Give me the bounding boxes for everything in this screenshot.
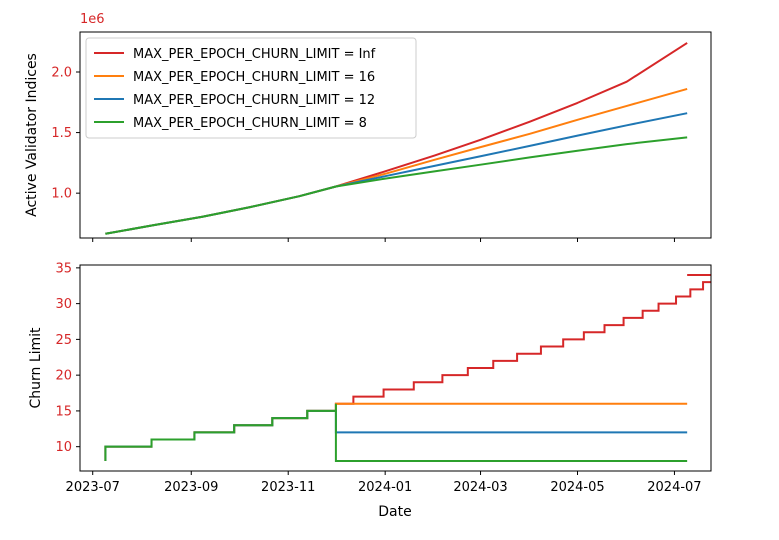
- validators-chart: 1.0 1.5 2.0 1e6 Active Validator Indices M…: [24, 12, 712, 242]
- churn-x-axis-label: Date: [378, 504, 411, 520]
- legend-label: MAX_PER_EPOCH_CHURN_LIMIT = 12: [133, 93, 375, 108]
- validators-x-ticks: [92, 238, 675, 242]
- churn-series-lines: [104, 274, 711, 462]
- churn-y-tick-label: 20: [55, 369, 72, 384]
- churn-y-tick-label: 30: [55, 297, 72, 312]
- churn-x-tick-label: 2024-01: [358, 480, 412, 495]
- churn-x-tick-label: 2023-11: [261, 480, 315, 495]
- validators-y-tick-label: 2.0: [51, 65, 72, 80]
- churn-y-tick-label: 25: [55, 333, 72, 348]
- legend-label: MAX_PER_EPOCH_CHURN_LIMIT = 8: [133, 116, 367, 131]
- churn-y-ticks: 10 15 20 25 30 35: [55, 261, 80, 455]
- churn-x-tick-label: 2023-09: [164, 480, 218, 495]
- legend-label: MAX_PER_EPOCH_CHURN_LIMIT = Inf: [133, 47, 376, 62]
- churn-series-line: [104, 409, 688, 461]
- validators-y-tick-label: 1.5: [51, 126, 72, 141]
- legend: MAX_PER_EPOCH_CHURN_LIMIT = Inf MAX_PER_E…: [85, 37, 417, 139]
- churn-x-tick-label: 2024-05: [550, 480, 604, 495]
- churn-x-tick-label: 2024-03: [453, 480, 507, 495]
- churn-x-ticks: 2023-07 2023-09 2023-11 2024-01 2024-03 2024-…: [66, 471, 702, 495]
- validators-plot-frame: [79, 31, 712, 239]
- churn-y-axis-label: Churn Limit: [28, 327, 44, 409]
- churn-y-tick-label: 15: [55, 404, 72, 419]
- legend-box: [85, 37, 417, 139]
- churn-chart: 10 15 20 25 30 35 2023-07 2023-09 2023-11 2024-0…: [28, 261, 712, 520]
- legend-label: MAX_PER_EPOCH_CHURN_LIMIT = 16: [133, 70, 375, 85]
- validators-y-tick-label: 1.0: [51, 187, 72, 202]
- churn-x-tick-label: 2023-07: [66, 480, 120, 495]
- validators-y-axis-label: Active Validator Indices: [24, 53, 40, 217]
- validators-series-lines: [105, 42, 688, 235]
- validators-offset-label: 1e6: [80, 12, 105, 27]
- validators-y-ticks: 1.0 1.5 2.0: [51, 65, 80, 202]
- churn-x-tick-label: 2024-07: [647, 480, 701, 495]
- churn-y-tick-label: 10: [55, 440, 72, 455]
- churn-series-line: [104, 403, 688, 462]
- churn-y-tick-label: 35: [55, 261, 72, 276]
- churn-plot-frame: [79, 264, 712, 472]
- validators-series-line: [105, 136, 688, 235]
